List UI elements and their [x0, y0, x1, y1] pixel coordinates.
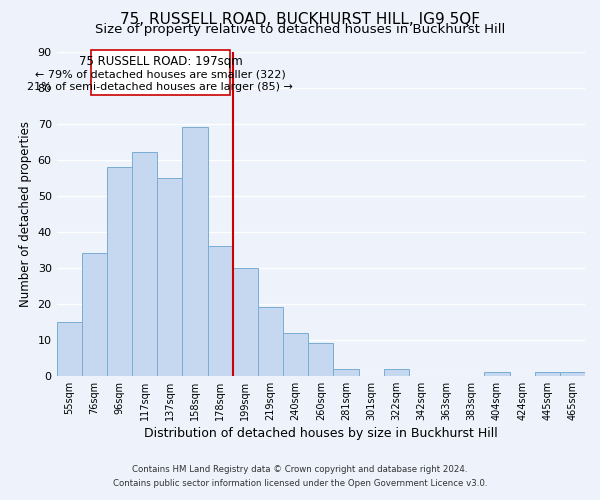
Bar	[283, 332, 308, 376]
Bar	[132, 152, 157, 376]
Bar	[560, 372, 585, 376]
Bar	[182, 127, 208, 376]
Bar	[107, 167, 132, 376]
Bar	[334, 368, 359, 376]
Text: Size of property relative to detached houses in Buckhurst Hill: Size of property relative to detached ho…	[95, 24, 505, 36]
Bar	[233, 268, 258, 376]
Y-axis label: Number of detached properties: Number of detached properties	[19, 120, 32, 306]
Text: Contains HM Land Registry data © Crown copyright and database right 2024.
Contai: Contains HM Land Registry data © Crown c…	[113, 464, 487, 487]
Text: ← 79% of detached houses are smaller (322): ← 79% of detached houses are smaller (32…	[35, 70, 286, 80]
Bar	[308, 344, 334, 376]
Bar	[535, 372, 560, 376]
Bar	[484, 372, 509, 376]
Bar	[384, 368, 409, 376]
X-axis label: Distribution of detached houses by size in Buckhurst Hill: Distribution of detached houses by size …	[144, 427, 497, 440]
Text: 75, RUSSELL ROAD, BUCKHURST HILL, IG9 5QF: 75, RUSSELL ROAD, BUCKHURST HILL, IG9 5Q…	[120, 12, 480, 28]
Bar	[56, 322, 82, 376]
Bar	[258, 308, 283, 376]
Text: 21% of semi-detached houses are larger (85) →: 21% of semi-detached houses are larger (…	[28, 82, 293, 92]
Bar	[82, 254, 107, 376]
Bar	[208, 246, 233, 376]
FancyBboxPatch shape	[91, 50, 230, 94]
Bar	[157, 178, 182, 376]
Text: 75 RUSSELL ROAD: 197sqm: 75 RUSSELL ROAD: 197sqm	[79, 55, 242, 68]
